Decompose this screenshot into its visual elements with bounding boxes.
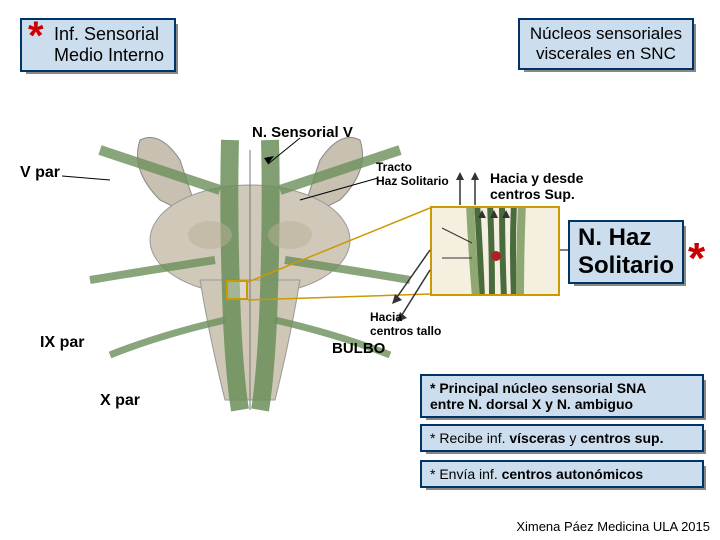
title-middle: N. Sensorial V	[252, 124, 353, 141]
note-box-1: * Principal núcleo sensorial SNA entre N…	[420, 374, 704, 418]
top-right-box: Núcleos sensoriales viscerales en SNC	[518, 18, 694, 70]
asterisk-icon: *	[28, 14, 44, 59]
hacia-tallo-label: Hacia centros tallo	[370, 310, 441, 338]
origin-box	[226, 280, 248, 300]
footer-credit: Ximena Páez Medicina ULA 2015	[516, 519, 710, 534]
x-par-label: X par	[100, 392, 140, 410]
detail-box	[430, 206, 560, 296]
tracto-label: Tracto Haz Solitario	[376, 160, 449, 188]
note-box-2: * Recibe inf. vísceras y centros sup.	[420, 424, 704, 452]
ix-par-label: IX par	[40, 334, 84, 352]
haz-asterisk-icon: *	[688, 234, 705, 284]
nerve-bundle-icon	[432, 208, 558, 294]
top-left-box: * Inf. Sensorial Medio Interno	[20, 18, 176, 72]
top-right-line2: viscerales en SNC	[530, 44, 682, 64]
bulbo-label: BULBO	[332, 340, 385, 357]
top-left-line2: Medio Interno	[54, 45, 164, 66]
top-left-line1: Inf. Sensorial	[54, 24, 164, 45]
v-par-label: V par	[20, 164, 60, 182]
top-right-line1: Núcleos sensoriales	[530, 24, 682, 44]
hacia-desde-label: Hacia y desde centros Sup.	[490, 170, 583, 202]
haz-solitario-box: N. Haz Solitario	[568, 220, 684, 284]
note-box-3: * Envía inf. centros autonómicos	[420, 460, 704, 488]
